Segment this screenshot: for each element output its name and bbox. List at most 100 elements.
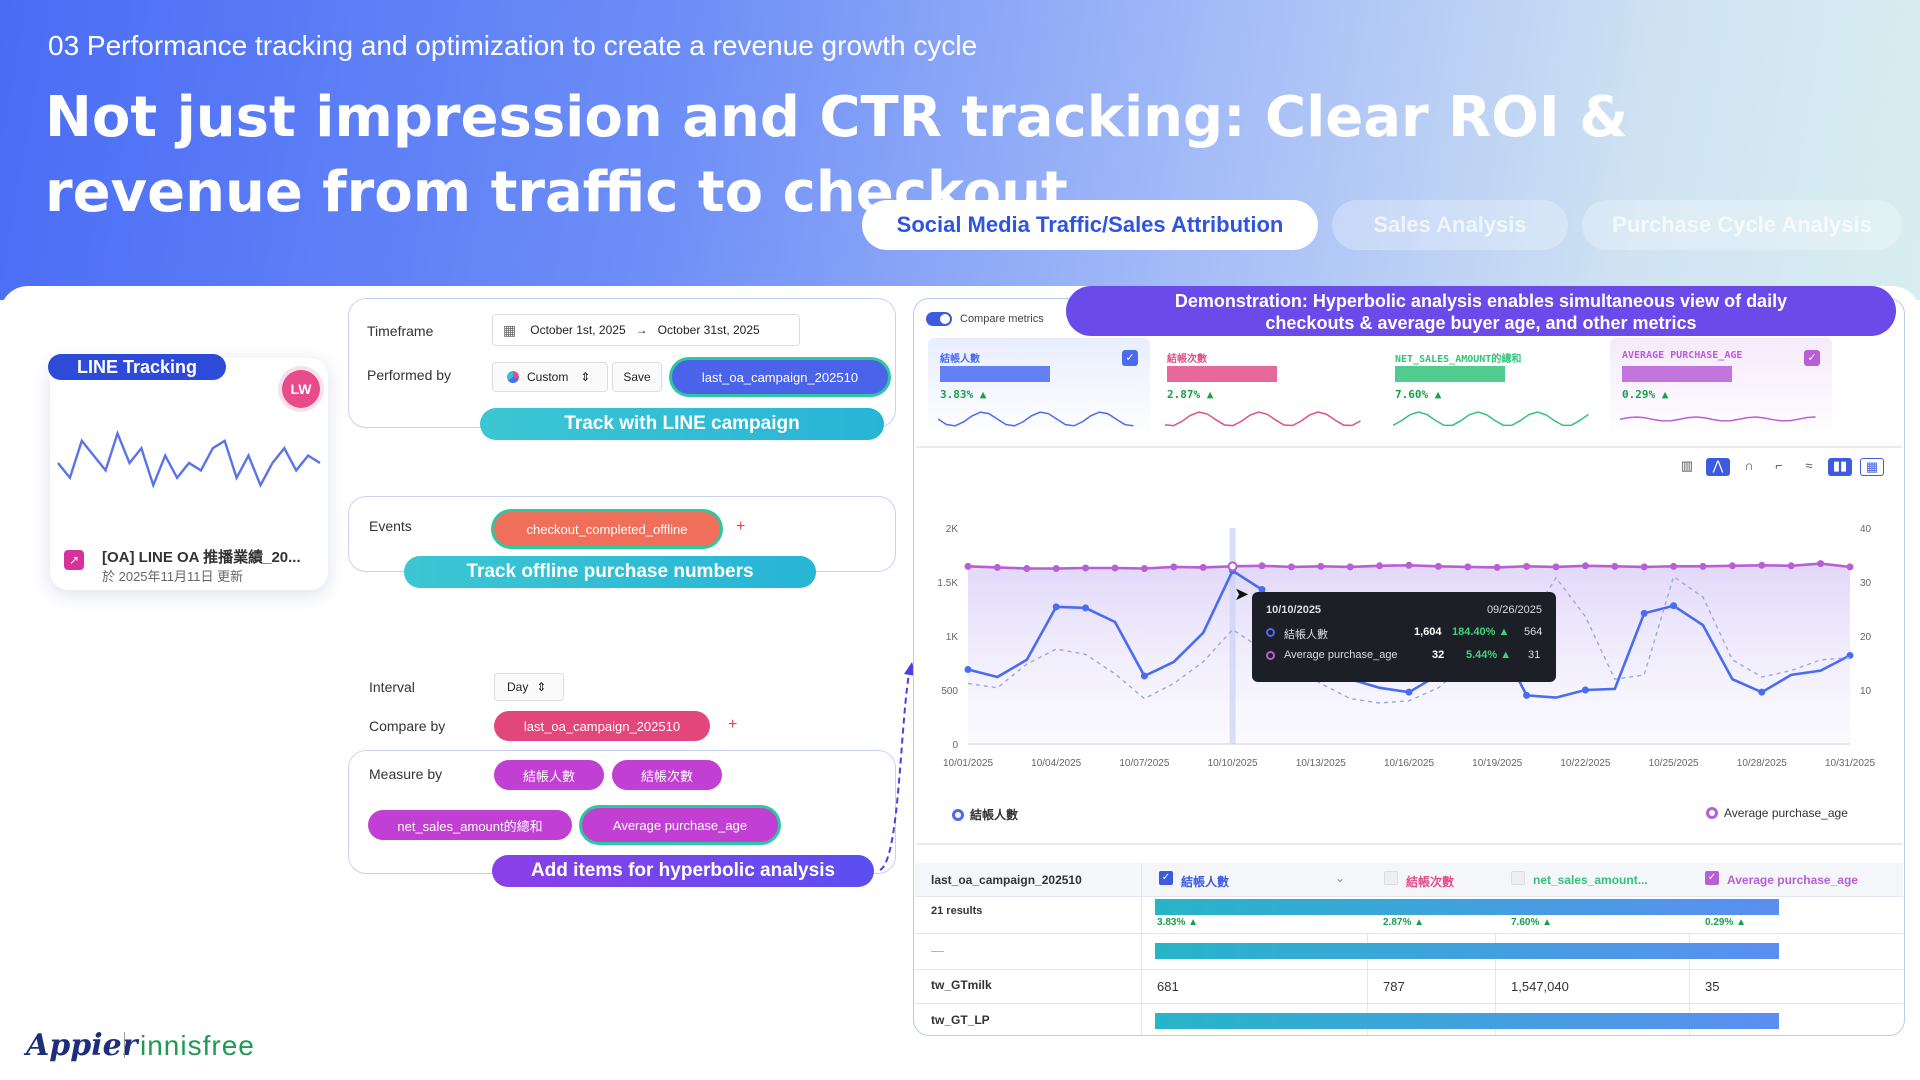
column-chart-icon[interactable]: ▮▮: [1828, 458, 1852, 476]
legend-marker-icon: [952, 808, 964, 821]
metric-bar: [1167, 366, 1277, 382]
tab-social-media-attribution[interactable]: Social Media Traffic/Sales Attribution: [862, 200, 1318, 250]
tooltip-date: 10/10/2025: [1266, 604, 1322, 616]
dashed-connector: [879, 662, 916, 871]
interval-select[interactable]: Day ⇕: [494, 673, 564, 701]
callout-hyperbolic: Add items for hyperbolic analysis: [492, 855, 874, 887]
add-compare-button[interactable]: +: [728, 716, 738, 733]
line-tracking-badge: LINE Tracking: [48, 354, 226, 380]
x-tick-label: 10/10/2025: [1208, 758, 1258, 769]
x-tick-label: 10/19/2025: [1472, 758, 1522, 769]
data-point: [1523, 562, 1531, 570]
compare-toggle-label: Compare metrics: [960, 313, 1044, 325]
checkbox-checked-icon[interactable]: ✓: [1705, 871, 1719, 885]
metric-card[interactable]: 結帳次數 2.87% ▲: [1155, 338, 1377, 438]
date-to: October 31st, 2025: [657, 323, 760, 337]
checkbox-icon[interactable]: [1511, 871, 1525, 885]
data-point: [1817, 560, 1825, 568]
table-cell-checkout-users: 681: [1157, 979, 1179, 994]
table-header-net-sales[interactable]: net_sales_amount...: [1533, 873, 1648, 887]
measure-chip-checkout-users[interactable]: 結帳人數: [494, 760, 604, 790]
metric-sparkline: [1620, 416, 1816, 422]
metric-title: 結帳人數: [940, 354, 980, 365]
checkbox-icon[interactable]: [1384, 871, 1398, 885]
calendar-icon[interactable]: ▦: [1860, 458, 1884, 476]
event-chip[interactable]: checkout_completed_offline: [494, 512, 720, 546]
data-point: [1758, 561, 1766, 569]
tab-sales-analysis[interactable]: Sales Analysis: [1332, 200, 1568, 250]
data-point: [1082, 604, 1090, 612]
chevron-down-icon[interactable]: ⌄: [1335, 871, 1346, 885]
add-event-button[interactable]: +: [736, 518, 746, 535]
line-card-updated: 於 2025年11月11日 更新: [102, 569, 244, 584]
tooltip-compare-date: 09/26/2025: [1486, 604, 1542, 616]
chevron-updown-icon: ⇕: [580, 370, 591, 384]
table-header-campaign: last_oa_campaign_202510: [931, 873, 1082, 887]
callout-offline-purchase: Track offline purchase numbers: [404, 556, 816, 588]
tooltip-row-prev: 564: [1524, 626, 1543, 638]
data-point: [1258, 562, 1266, 570]
y-tick-label: 2K: [946, 524, 959, 535]
data-point: [1493, 563, 1501, 571]
tab-purchase-cycle-analysis[interactable]: Purchase Cycle Analysis: [1582, 200, 1902, 250]
tooltip-row-value: 32: [1432, 649, 1445, 661]
data-point: [1023, 565, 1031, 572]
data-point: [1052, 603, 1060, 611]
y-tick-label: 30: [1860, 578, 1872, 589]
campaign-filter-chip[interactable]: last_oa_campaign_202510: [672, 360, 888, 394]
table-header-purchase-age[interactable]: Average purchase_age: [1727, 873, 1858, 887]
events-label: Events: [369, 518, 412, 534]
tooltip-row-value: 1,604: [1414, 626, 1442, 638]
legend-item-checkout-users[interactable]: 結帳人數: [952, 806, 1018, 823]
custom-select[interactable]: Custom ⇕: [492, 362, 608, 392]
pct-checkout-count: 2.87% ▲: [1383, 917, 1425, 928]
save-button[interactable]: Save: [612, 362, 662, 392]
legend-item-purchase-age[interactable]: Average purchase_age: [1706, 806, 1848, 820]
checkbox-checked-icon[interactable]: ✓: [1122, 350, 1138, 366]
interval-label: Interval: [369, 679, 415, 695]
table-header-checkout-count[interactable]: 結帳次數: [1406, 875, 1455, 889]
data-point: [1611, 562, 1619, 570]
metric-card[interactable]: AVERAGE PURCHASE_AGE 0.29% ▲ ✓: [1610, 338, 1832, 438]
measure-chip-purchase-age[interactable]: Average purchase_age: [582, 808, 778, 842]
line-oa-card[interactable]: LW ↗ [OA] LINE OA 推播業績_20... 於 2025年11月1…: [50, 358, 328, 590]
checkbox-checked-icon[interactable]: ✓: [1159, 871, 1173, 885]
metric-card[interactable]: NET_SALES_AMOUNT的總和 7.60% ▲: [1383, 338, 1605, 438]
metric-pct: 7.60% ▲: [1395, 388, 1442, 401]
metric-sparkline: [938, 411, 1134, 427]
curve-chart-icon[interactable]: ∩: [1744, 458, 1754, 473]
measure-chip-checkout-count[interactable]: 結帳次數: [612, 760, 722, 790]
data-point: [1581, 686, 1589, 694]
y-tick-label: 40: [1860, 524, 1872, 535]
divider: [916, 843, 1902, 845]
bar-chart-icon[interactable]: ▥: [1680, 458, 1694, 473]
legend-label: 結帳人數: [970, 808, 1019, 822]
compare-chip[interactable]: last_oa_campaign_202510: [494, 711, 710, 741]
line-chart-icon[interactable]: ⋀: [1706, 458, 1730, 476]
x-tick-label: 10/07/2025: [1119, 758, 1169, 769]
table-header-checkout-users[interactable]: 結帳人數: [1181, 875, 1230, 889]
stacked-chart-icon[interactable]: ≈: [1805, 458, 1813, 473]
data-point: [1434, 562, 1442, 570]
avatar: LW: [282, 370, 320, 408]
date-from: October 1st, 2025: [530, 323, 626, 337]
y-tick-label: 500: [941, 686, 958, 697]
step-chart-icon[interactable]: ⌐: [1775, 458, 1783, 473]
data-point: [993, 563, 1001, 571]
compare-toggle[interactable]: [926, 312, 952, 326]
metric-card[interactable]: 結帳人數 3.83% ▲ ✓: [928, 338, 1150, 438]
table-row-name: tw_GT_LP: [931, 1013, 990, 1027]
header-background: [0, 0, 1920, 300]
line-card-sparkline: [57, 429, 321, 489]
measure-chip-net-sales[interactable]: net_sales_amount的總和: [368, 810, 572, 840]
data-point: [1052, 565, 1060, 572]
data-point: [1670, 562, 1678, 570]
checkbox-checked-icon[interactable]: ✓: [1804, 350, 1820, 366]
y-tick-label: 0: [952, 740, 958, 751]
calendar-icon: ▦: [503, 321, 517, 338]
metric-title: 結帳次數: [1167, 354, 1207, 365]
data-point: [1140, 565, 1148, 572]
chart-icon: ↗: [64, 550, 84, 570]
date-range-picker[interactable]: ▦ October 1st, 2025 → October 31st, 2025: [492, 314, 800, 346]
chart-toolbar: ▥ ⋀ ∩ ⌐ ≈ ▮▮ ▦: [1676, 458, 1884, 476]
